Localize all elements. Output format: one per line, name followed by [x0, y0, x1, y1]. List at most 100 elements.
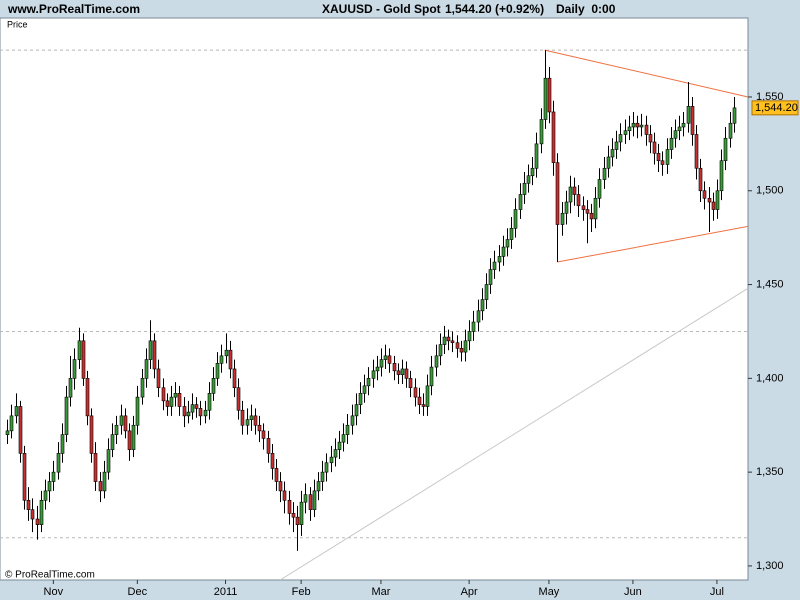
candle-body	[392, 363, 397, 372]
candle-body	[438, 344, 443, 357]
candle-body	[165, 400, 170, 407]
candle-body	[702, 190, 707, 199]
candle-body	[127, 430, 132, 450]
candle-body	[585, 209, 590, 214]
candle-body	[18, 406, 23, 454]
candle-body	[518, 194, 523, 210]
candle-body	[9, 415, 14, 432]
candle-body	[383, 355, 388, 360]
candle-body	[93, 453, 98, 482]
candle-body	[114, 424, 119, 435]
candle-body	[354, 404, 359, 417]
candle-body	[480, 299, 485, 312]
candle-body	[85, 378, 90, 417]
candle-body	[623, 130, 628, 135]
candle-body	[581, 205, 586, 210]
candle-body	[526, 175, 531, 184]
candle-body	[669, 137, 674, 150]
candle-body	[253, 415, 258, 426]
x-tick-label: 2011	[214, 586, 238, 598]
candle-body	[450, 340, 455, 344]
x-tick-label: Nov	[44, 586, 64, 598]
candle-body	[337, 441, 342, 450]
candle-body	[203, 409, 208, 417]
candle-body	[631, 122, 636, 128]
candle-body	[648, 134, 653, 143]
candle-body	[77, 340, 82, 360]
candle-body	[60, 434, 65, 454]
candle-body	[173, 393, 178, 398]
candle-body	[539, 119, 544, 145]
candle-body	[131, 424, 136, 450]
candle-body	[413, 387, 418, 398]
x-tick-label: Jul	[710, 586, 724, 598]
candle-body	[614, 141, 619, 150]
candle-body	[215, 363, 220, 379]
candle-body	[459, 348, 464, 353]
candle-body	[686, 106, 691, 124]
candle-body	[287, 499, 292, 514]
candle-body	[308, 494, 313, 510]
candle-body	[534, 143, 539, 169]
candle-body	[119, 415, 124, 426]
period: Daily 0:00	[556, 2, 616, 16]
candle-body	[455, 342, 460, 349]
candle-body	[593, 197, 598, 220]
candle-body	[123, 415, 128, 432]
x-tick-label: Jun	[624, 586, 642, 598]
candle-body	[387, 355, 392, 364]
last-price-box	[751, 100, 799, 116]
candle-body	[320, 471, 325, 482]
candle-body	[505, 239, 510, 248]
plot-layer	[0, 49, 748, 580]
candle-body	[471, 321, 476, 332]
candle-body	[144, 359, 149, 379]
candle-body	[274, 468, 279, 482]
candle-body	[68, 378, 73, 398]
candle-body	[228, 349, 233, 370]
x-tick-label: Dec	[128, 586, 148, 598]
candle-body	[345, 424, 350, 435]
candle-body	[492, 261, 497, 270]
candle-body	[51, 471, 56, 482]
candle-body	[656, 152, 661, 162]
candle-body	[43, 490, 48, 501]
candle-body	[501, 246, 506, 257]
candle-body	[329, 456, 334, 464]
candle-body	[194, 404, 199, 409]
candle-body	[589, 212, 594, 220]
candle-body	[606, 156, 611, 169]
x-tick-label: May	[539, 586, 560, 598]
candle-body	[30, 509, 35, 520]
candle-body	[14, 406, 19, 417]
trendline	[279, 287, 748, 580]
candle-body	[509, 227, 514, 240]
candle-body	[408, 378, 413, 389]
candle-body	[371, 370, 376, 379]
candle-body	[400, 368, 405, 375]
candle-body	[711, 201, 716, 210]
plot-area	[0, 17, 749, 581]
candle-body	[26, 499, 31, 510]
candle-body	[198, 408, 203, 417]
candle-body	[249, 415, 254, 420]
x-tick-label: Feb	[292, 586, 311, 598]
candle-body	[169, 396, 174, 407]
candle-body	[186, 411, 191, 417]
candle-body	[707, 197, 712, 203]
candle-body	[266, 438, 271, 454]
y-tick-label: 1,550	[756, 91, 784, 103]
candle-body	[350, 415, 355, 426]
candle-body	[572, 186, 577, 195]
candle-body	[312, 490, 317, 510]
candle-body	[673, 130, 678, 139]
candle-body	[207, 393, 212, 411]
candle-body	[161, 387, 166, 402]
candle-body	[219, 355, 224, 364]
site-name: www.ProRealTime.com	[7, 2, 140, 16]
candle-body	[56, 453, 61, 473]
candle-body	[644, 124, 649, 135]
candle-body	[446, 336, 451, 342]
